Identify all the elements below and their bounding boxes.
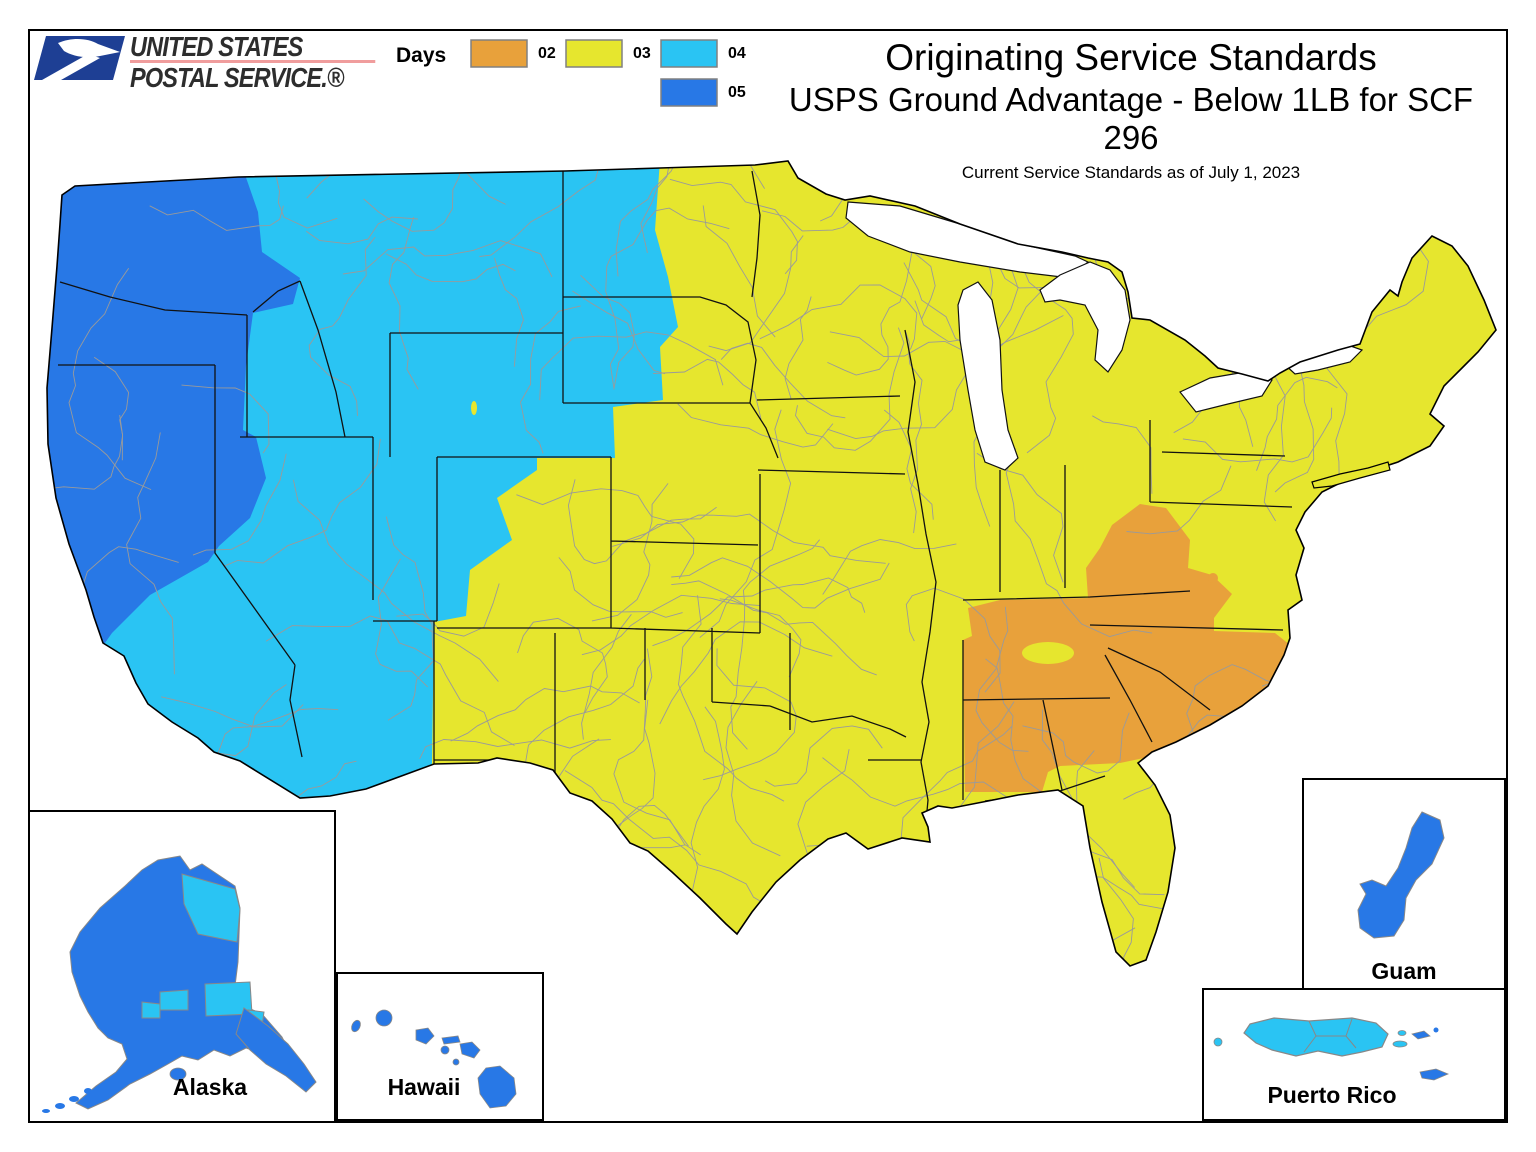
usps-logo-text: UNITED STATES POSTAL SERVICE.®	[130, 31, 376, 93]
inset-hawaii: Hawaii	[336, 972, 544, 1121]
st-croix-island	[1419, 1068, 1450, 1081]
region-3day-pocket-tn	[1022, 642, 1074, 664]
usps-logo-underline	[130, 60, 376, 63]
region-2day-southeast	[963, 504, 1290, 792]
legend-label-03: 03	[633, 45, 651, 62]
inset-guam: Guam	[1302, 778, 1506, 990]
title-block: Originating Service Standards USPS Groun…	[770, 37, 1492, 183]
alaska-map	[42, 855, 317, 1113]
puerto-rico-label: Puerto Rico	[1267, 1082, 1397, 1108]
st-thomas-island	[1411, 1030, 1431, 1040]
inset-alaska: Alaska	[28, 810, 336, 1123]
lake-erie	[1179, 371, 1273, 413]
legend-label-04: 04	[728, 45, 746, 62]
alaska-4day-northeast	[181, 873, 241, 943]
puerto-rico-map	[1213, 1017, 1450, 1081]
usps-logo-line1: UNITED STATES	[130, 31, 303, 62]
guam-map	[1357, 811, 1445, 939]
long-island	[1311, 461, 1391, 489]
region-3day-speck-wy	[471, 401, 477, 415]
hawaii-label: Hawaii	[387, 1074, 461, 1100]
alaska-panhandle	[235, 1007, 317, 1093]
legend-swatch-03	[565, 39, 623, 68]
legend-label-05: 05	[728, 84, 746, 101]
state-boundaries	[58, 170, 1293, 823]
inset-puerto-rico: Puerto Rico	[1202, 988, 1506, 1121]
legend-title: Days	[396, 44, 447, 67]
lake-huron	[1039, 261, 1131, 373]
map-title: Originating Service Standards	[885, 37, 1377, 78]
region-2day-pocket	[1208, 573, 1218, 583]
map-date-note: Current Service Standards as of July 1, …	[961, 163, 1301, 182]
guam-label: Guam	[1371, 958, 1437, 984]
legend-swatch-04	[660, 39, 718, 68]
alaska-label: Alaska	[172, 1074, 248, 1100]
legend-label-02: 02	[538, 45, 556, 62]
map-subtitle: USPS Ground Advantage - Below 1LB for SC…	[788, 81, 1474, 156]
lake-michigan	[957, 281, 1019, 471]
map-sheet: UNITED STATES POSTAL SERVICE.® Days 02 0…	[28, 29, 1508, 1123]
region-5day-pacific	[47, 161, 300, 650]
usps-eagle-icon	[34, 36, 125, 80]
conus-map	[46, 160, 1497, 967]
usps-logo-line2: POSTAL SERVICE.®	[130, 62, 344, 93]
legend-swatch-05	[660, 78, 718, 107]
hawaii-map	[351, 1009, 517, 1109]
legend-swatch-02	[470, 39, 528, 68]
conus-coastline	[46, 160, 1497, 967]
